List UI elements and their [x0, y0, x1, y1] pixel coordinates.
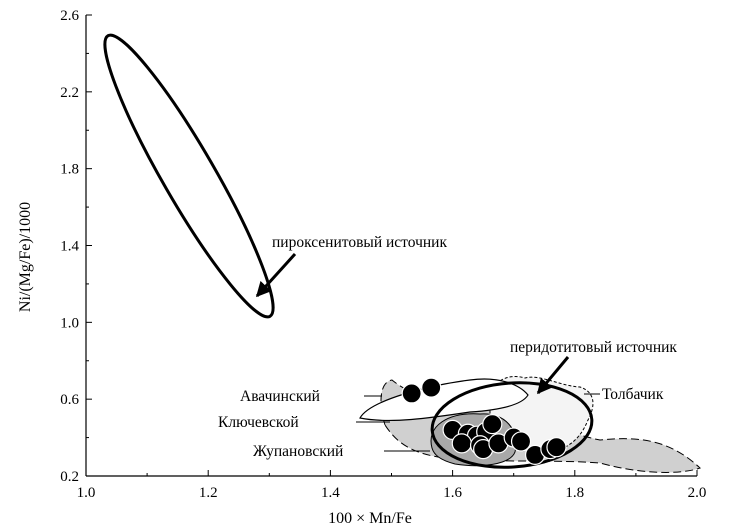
x-axis-title: 100 × Mn/Fe — [328, 510, 412, 527]
annotation-klyuchevskoy: Ключевской — [218, 414, 299, 431]
y-axis-title: Ni/(Mg/Fe)/1000 — [17, 202, 34, 312]
annotation-pyroxenite-source: пироксенитовый источник — [272, 234, 447, 251]
x-tick-label: 1.2 — [199, 485, 218, 501]
data-point — [546, 437, 567, 458]
annotation-avachinsky: Авачинский — [240, 388, 320, 405]
data-point — [482, 414, 503, 435]
peridotite-arrow — [536, 356, 570, 395]
annotation-peridotite-source: перидотитовый источник — [510, 339, 677, 356]
pyroxenite-source-field — [103, 33, 275, 319]
x-ticks: 1.0 1.2 1.4 1.6 1.8 2.0 — [77, 470, 707, 501]
data-points — [401, 377, 567, 465]
annotation-zhupanovsky: Жупановский — [253, 443, 343, 460]
x-tick-label: 2.0 — [688, 485, 707, 501]
data-point — [451, 433, 472, 454]
x-tick-label: 1.6 — [443, 485, 462, 501]
data-point — [510, 431, 532, 452]
y-tick-label: 2.6 — [60, 8, 79, 24]
y-tick-label: 1.8 — [60, 162, 79, 178]
y-ticks: 0.2 0.6 1.0 1.4 1.8 2.2 2.6 — [60, 8, 92, 485]
y-tick-label: 0.6 — [60, 392, 79, 408]
x-tick-label: 1.4 — [321, 485, 340, 501]
y-tick-label: 0.2 — [60, 469, 79, 485]
x-tick-label: 1.8 — [565, 485, 584, 501]
data-point — [421, 377, 442, 398]
x-tick-label: 1.0 — [77, 485, 96, 501]
pyroxenite-arrow — [255, 252, 297, 298]
annotation-tolbachik: Толбачик — [602, 386, 664, 403]
y-tick-label: 1.4 — [60, 239, 79, 255]
peridotite-source-field — [430, 381, 594, 469]
y-tick-label: 1.0 — [60, 315, 79, 331]
data-point — [401, 383, 422, 404]
y-tick-label: 2.2 — [60, 85, 79, 101]
